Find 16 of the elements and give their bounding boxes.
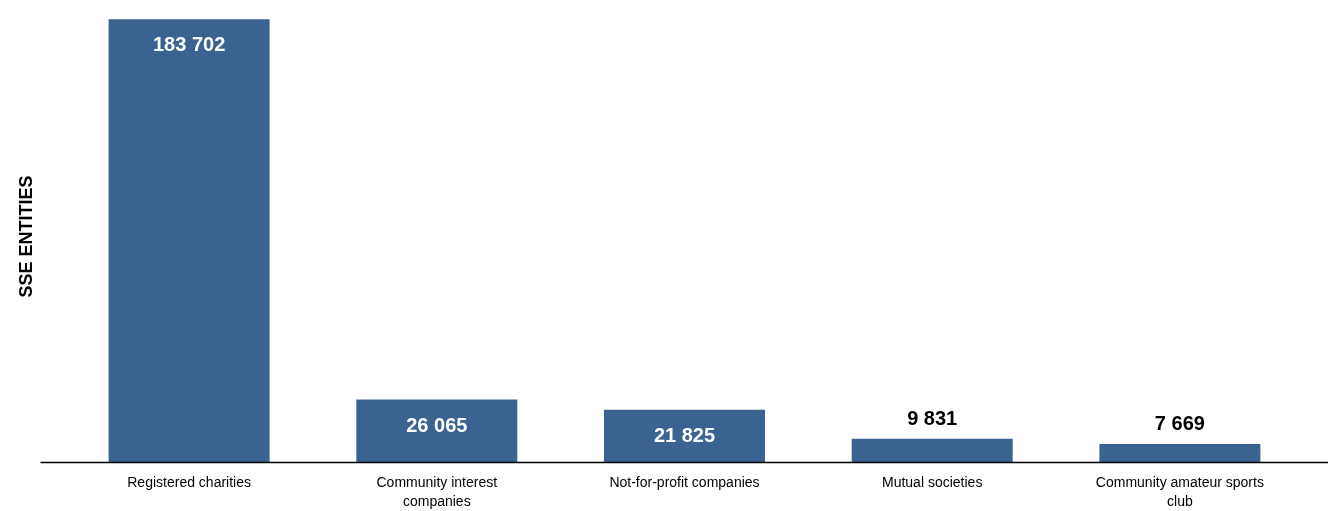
- bar: [1099, 444, 1261, 463]
- bar: [851, 438, 1013, 463]
- y-axis-title: SSE ENTITIES: [15, 175, 36, 298]
- data-label: 21 825: [653, 423, 716, 446]
- x-tick-label: Community amateur sports club: [1095, 473, 1264, 509]
- bar: [108, 19, 270, 463]
- x-tick-label: Community interest companies: [376, 473, 498, 509]
- x-tick-label: Not-for-profit companies: [609, 473, 760, 490]
- data-label: 183 702: [152, 33, 226, 56]
- data-label: 7 669: [1154, 412, 1205, 434]
- x-tick-label: Registered charities: [127, 473, 251, 490]
- bar: [356, 399, 518, 463]
- data-label: 9 831: [907, 406, 958, 429]
- data-label: 26 065: [406, 413, 468, 436]
- x-tick-label: Mutual societies: [882, 473, 983, 490]
- bar: [604, 409, 765, 463]
